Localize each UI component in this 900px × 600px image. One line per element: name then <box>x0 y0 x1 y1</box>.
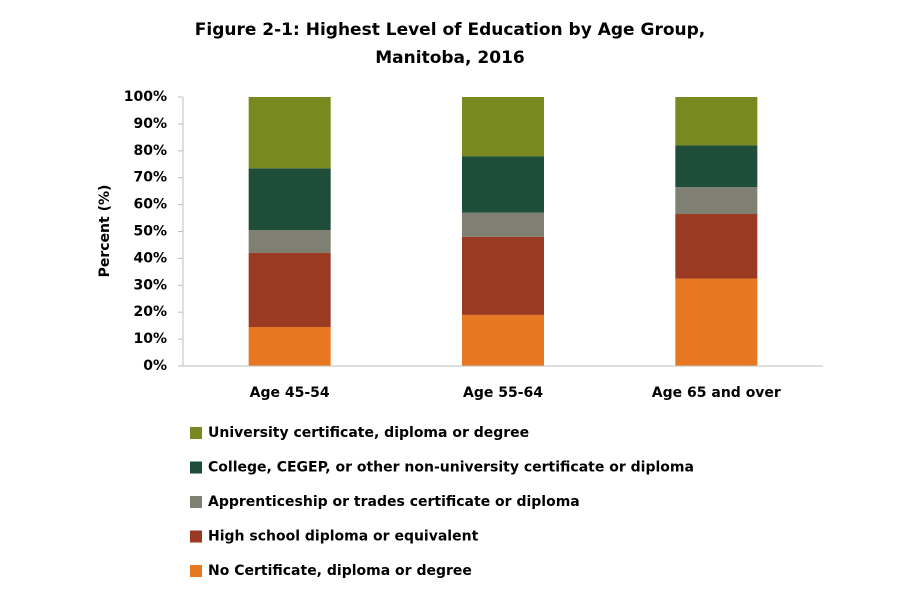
bar-segment <box>462 97 544 157</box>
legend-swatch <box>190 565 202 577</box>
bar-segment <box>675 145 758 188</box>
bar-segment <box>675 187 758 215</box>
legend-label: Apprenticeship or trades certificate or … <box>208 494 580 510</box>
x-tick-label: Age 65 and over <box>652 385 781 401</box>
bar-segment <box>675 97 758 146</box>
y-tick-label: 30% <box>133 277 167 293</box>
y-axis-title: Percent (%) <box>97 185 113 278</box>
bar-segment <box>248 230 331 254</box>
bar-segment <box>248 253 331 327</box>
y-tick-label: 80% <box>133 143 167 159</box>
y-tick-label: 60% <box>133 197 167 213</box>
legend-swatch <box>190 427 202 439</box>
bar-segment <box>675 278 758 366</box>
bar-segment <box>462 236 544 315</box>
legend-label: No Certificate, diploma or degree <box>208 563 472 579</box>
legend-swatch <box>190 530 202 543</box>
bar-segment <box>248 97 331 169</box>
y-tick-label: 100% <box>124 89 167 105</box>
legend-swatch <box>190 496 202 508</box>
bar-segment <box>462 156 544 213</box>
legend-label: University certificate, diploma or degre… <box>208 425 529 441</box>
bar-segment <box>462 212 544 237</box>
y-tick-label: 90% <box>133 116 167 132</box>
y-tick-label: 20% <box>133 304 167 320</box>
chart-title: Manitoba, 2016 <box>375 48 524 68</box>
bar-segment <box>462 314 544 366</box>
chart-title: Figure 2-1: Highest Level of Education b… <box>195 20 705 40</box>
bar-segment <box>248 168 331 231</box>
bar-segment <box>248 326 331 366</box>
legend-label: College, CEGEP, or other non-university … <box>208 460 694 476</box>
bar-segment <box>675 214 758 279</box>
y-tick-label: 50% <box>133 224 167 240</box>
y-tick-label: 40% <box>133 250 167 266</box>
y-tick-label: 70% <box>133 170 167 186</box>
x-tick-label: Age 45-54 <box>250 385 330 401</box>
y-tick-label: 0% <box>143 358 167 374</box>
x-tick-label: Age 55-64 <box>463 385 543 401</box>
y-tick-label: 10% <box>133 331 167 347</box>
legend-swatch <box>190 461 202 474</box>
legend-label: High school diploma or equivalent <box>208 529 479 545</box>
